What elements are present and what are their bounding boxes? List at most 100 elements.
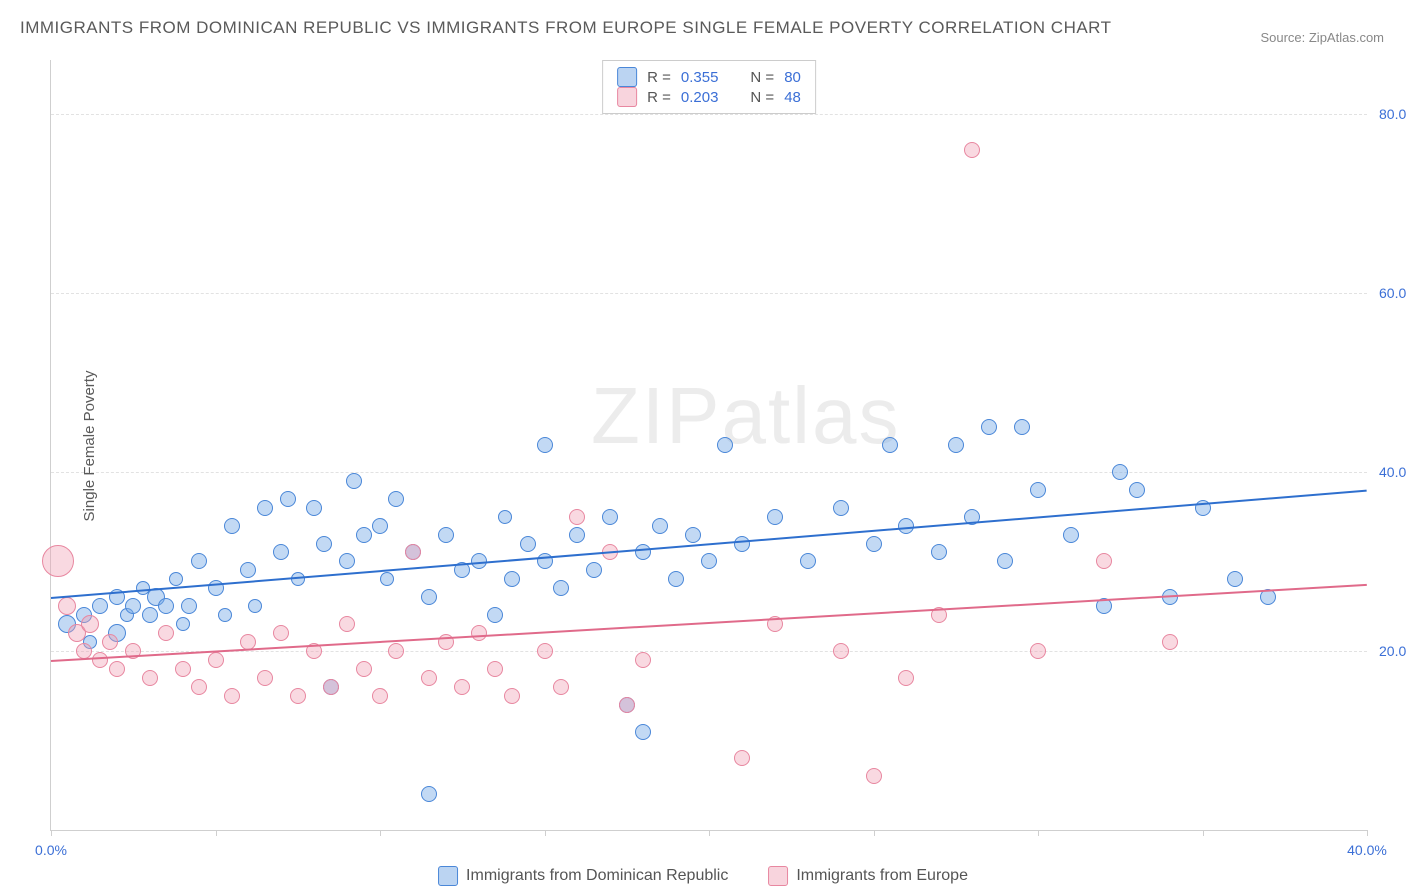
data-point — [1096, 553, 1112, 569]
data-point — [1063, 527, 1079, 543]
data-point — [176, 617, 190, 631]
y-tick-label: 60.0% — [1371, 285, 1406, 301]
data-point — [1030, 482, 1046, 498]
x-tick-label: 0.0% — [35, 842, 67, 858]
data-point — [866, 536, 882, 552]
x-tick-label: 40.0% — [1347, 842, 1387, 858]
data-point — [339, 553, 355, 569]
legend-label: Immigrants from Europe — [796, 867, 968, 885]
data-point — [717, 437, 733, 453]
data-point — [191, 553, 207, 569]
x-tick — [545, 830, 546, 836]
data-point — [306, 500, 322, 516]
data-point — [158, 625, 174, 641]
data-point — [1030, 643, 1046, 659]
data-point — [58, 597, 76, 615]
x-tick — [1203, 830, 1204, 836]
correlation-legend: R =0.355N =80R =0.203N =48 — [602, 60, 816, 114]
n-label: N = — [750, 89, 774, 106]
data-point — [1227, 571, 1243, 587]
chart-title: IMMIGRANTS FROM DOMINICAN REPUBLIC VS IM… — [20, 18, 1112, 38]
data-point — [964, 142, 980, 158]
n-label: N = — [750, 69, 774, 86]
watermark: ZIPatlas — [591, 370, 900, 462]
data-point — [421, 589, 437, 605]
legend-swatch — [617, 67, 637, 87]
data-point — [224, 518, 240, 534]
y-tick-label: 80.0% — [1371, 106, 1406, 122]
legend-swatch — [438, 866, 458, 886]
legend-item: Immigrants from Europe — [768, 866, 968, 886]
data-point — [438, 527, 454, 543]
data-point — [356, 661, 372, 677]
data-point — [701, 553, 717, 569]
x-tick — [51, 830, 52, 836]
data-point — [1129, 482, 1145, 498]
data-point — [339, 616, 355, 632]
data-point — [833, 643, 849, 659]
x-tick — [216, 830, 217, 836]
data-point — [586, 562, 602, 578]
data-point — [866, 768, 882, 784]
data-point — [652, 518, 668, 534]
data-point — [537, 643, 553, 659]
data-point — [81, 615, 99, 633]
data-point — [898, 670, 914, 686]
data-point — [142, 607, 158, 623]
data-point — [898, 518, 914, 534]
data-point — [882, 437, 898, 453]
data-point — [537, 437, 553, 453]
data-point — [421, 670, 437, 686]
data-point — [487, 661, 503, 677]
data-point — [487, 607, 503, 623]
data-point — [42, 545, 74, 577]
data-point — [569, 509, 585, 525]
data-point — [175, 661, 191, 677]
data-point — [504, 571, 520, 587]
gridline — [51, 651, 1367, 652]
data-point — [372, 688, 388, 704]
data-point — [734, 750, 750, 766]
data-point — [273, 625, 289, 641]
data-point — [102, 634, 118, 650]
data-point — [316, 536, 332, 552]
data-point — [346, 473, 362, 489]
x-tick — [1367, 830, 1368, 836]
y-tick-label: 40.0% — [1371, 464, 1406, 480]
data-point — [181, 598, 197, 614]
data-point — [454, 679, 470, 695]
data-point — [158, 598, 174, 614]
legend-row: R =0.355N =80 — [617, 67, 801, 87]
data-point — [323, 679, 339, 695]
data-point — [191, 679, 207, 695]
legend-item: Immigrants from Dominican Republic — [438, 866, 728, 886]
data-point — [372, 518, 388, 534]
data-point — [734, 536, 750, 552]
data-point — [273, 544, 289, 560]
data-point — [997, 553, 1013, 569]
scatter-plot: ZIPatlas R =0.355N =80R =0.203N =48 20.0… — [50, 60, 1367, 831]
data-point — [504, 688, 520, 704]
data-point — [388, 491, 404, 507]
data-point — [380, 572, 394, 586]
gridline — [51, 293, 1367, 294]
x-tick — [380, 830, 381, 836]
data-point — [257, 500, 273, 516]
data-point — [405, 544, 421, 560]
x-tick — [1038, 830, 1039, 836]
data-point — [76, 643, 92, 659]
data-point — [248, 599, 262, 613]
x-tick — [709, 830, 710, 836]
data-point — [142, 670, 158, 686]
data-point — [388, 643, 404, 659]
data-point — [553, 679, 569, 695]
r-label: R = — [647, 69, 671, 86]
data-point — [1112, 464, 1128, 480]
source-label: Source: ZipAtlas.com — [1260, 30, 1384, 45]
data-point — [833, 500, 849, 516]
data-point — [290, 688, 306, 704]
trend-line — [51, 490, 1367, 599]
data-point — [498, 510, 512, 524]
y-tick-label: 20.0% — [1371, 643, 1406, 659]
data-point — [208, 652, 224, 668]
